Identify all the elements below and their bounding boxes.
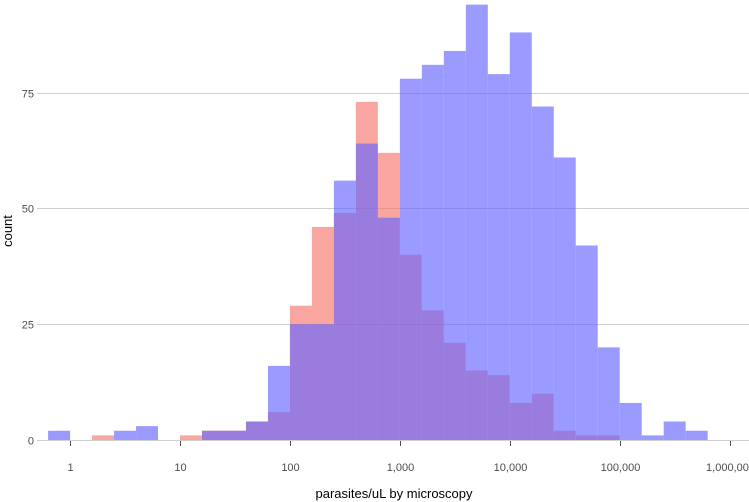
y-axis-title: count [0,215,15,247]
histogram-bar [597,347,620,440]
y-axis-ticks: 0 25 50 75 [22,89,34,448]
histogram-bar [663,421,686,440]
histogram-bar [180,435,203,440]
histogram-bar [202,430,224,440]
histogram-bar [311,324,334,440]
histogram-bar [223,430,246,440]
histogram-bar [92,435,115,440]
histogram-bar [531,106,554,441]
x-tick-label: 1 [67,462,73,474]
x-tick-label: 10,000 [494,462,528,474]
histogram-bar [685,430,708,440]
x-axis-title: parasites/uL by microscopy [315,486,473,501]
histogram-bar [267,365,290,440]
y-tick-label: 75 [22,89,34,101]
histogram-bars [48,4,708,441]
y-tick-label: 50 [22,204,34,216]
x-tick-label: 100,000 [601,462,641,474]
y-tick-label: 25 [22,320,34,332]
x-axis-ticks: 1 10 100 1,000 10,000 100,000 1,000,000 [67,441,749,474]
histogram-bar [619,402,642,440]
histogram-bar [553,157,576,440]
histogram-bar [443,50,466,441]
histogram-bar [136,426,159,440]
histogram-bar [487,74,510,441]
histogram-bar [245,421,268,440]
histogram-bar [399,78,422,440]
x-tick-label: 1,000 [387,462,415,474]
y-tick-label: 0 [28,436,34,448]
histogram-bar [114,430,137,440]
histogram-bar [48,430,71,440]
histogram-bar [575,245,598,440]
histogram-bar [289,324,312,440]
histogram-bar [641,435,664,440]
histogram-bar [355,143,378,440]
histogram-bar [421,64,444,440]
x-tick-label: 100 [281,462,299,474]
histogram-bar [465,4,488,440]
histogram-bar [509,32,532,440]
x-tick-label: 10 [174,462,186,474]
x-tick-label: 1,000,000 [706,462,749,474]
histogram-bar [333,180,356,440]
histogram-bar [377,217,400,440]
